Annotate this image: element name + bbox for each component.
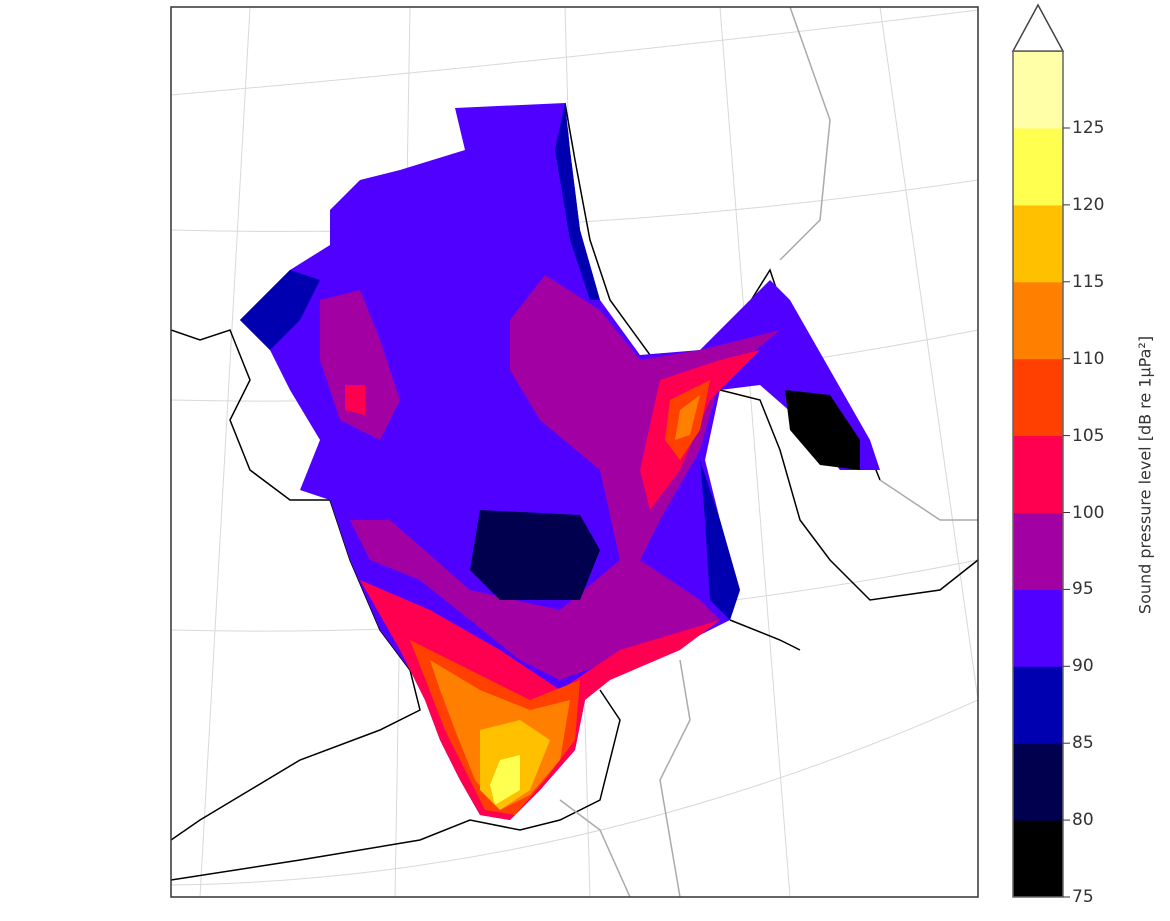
colorbar-tick-label: 115: [1072, 271, 1105, 292]
colorbar-tick-label: 95: [1072, 579, 1094, 600]
graticule: [171, 7, 978, 897]
colorbar: [1011, 3, 1070, 898]
colorbar-tick-label: 85: [1072, 733, 1094, 754]
colorbar-tick-label: 100: [1072, 502, 1105, 523]
sound-level-fill: [240, 103, 880, 820]
colorbar-band: [1013, 204, 1063, 283]
map-frame: [170, 6, 979, 898]
colorbar-tick-label: 120: [1072, 194, 1105, 215]
colorbar-band: [1013, 358, 1063, 437]
colorbar-band: [1013, 512, 1063, 590]
colorbar-tick-label: 125: [1072, 118, 1105, 138]
country-borders: [559, 7, 978, 897]
colorbar-band: [1013, 435, 1063, 513]
colorbar-band: [1013, 51, 1063, 129]
colorbar-band: [1013, 666, 1063, 744]
colorbar-tick-label: 75: [1072, 887, 1094, 907]
colorbar-tick-label: 110: [1072, 348, 1105, 369]
colorbar-label: Sound pressure level [dB re 1μPa²]: [1135, 335, 1155, 615]
colorbar-tick-label: 80: [1072, 810, 1094, 831]
colorbar-band: [1013, 281, 1063, 360]
colorbar-extend-arrow: [1011, 3, 1065, 52]
colorbar-band: [1013, 128, 1063, 206]
colorbar-tick-label: 90: [1072, 656, 1094, 677]
colorbar-outline: [1012, 50, 1064, 898]
colorbar-band: [1013, 743, 1063, 821]
colorbar-band: [1013, 820, 1063, 898]
colorbar-band: [1013, 589, 1063, 667]
colorbar-tick-label: 105: [1072, 425, 1105, 446]
